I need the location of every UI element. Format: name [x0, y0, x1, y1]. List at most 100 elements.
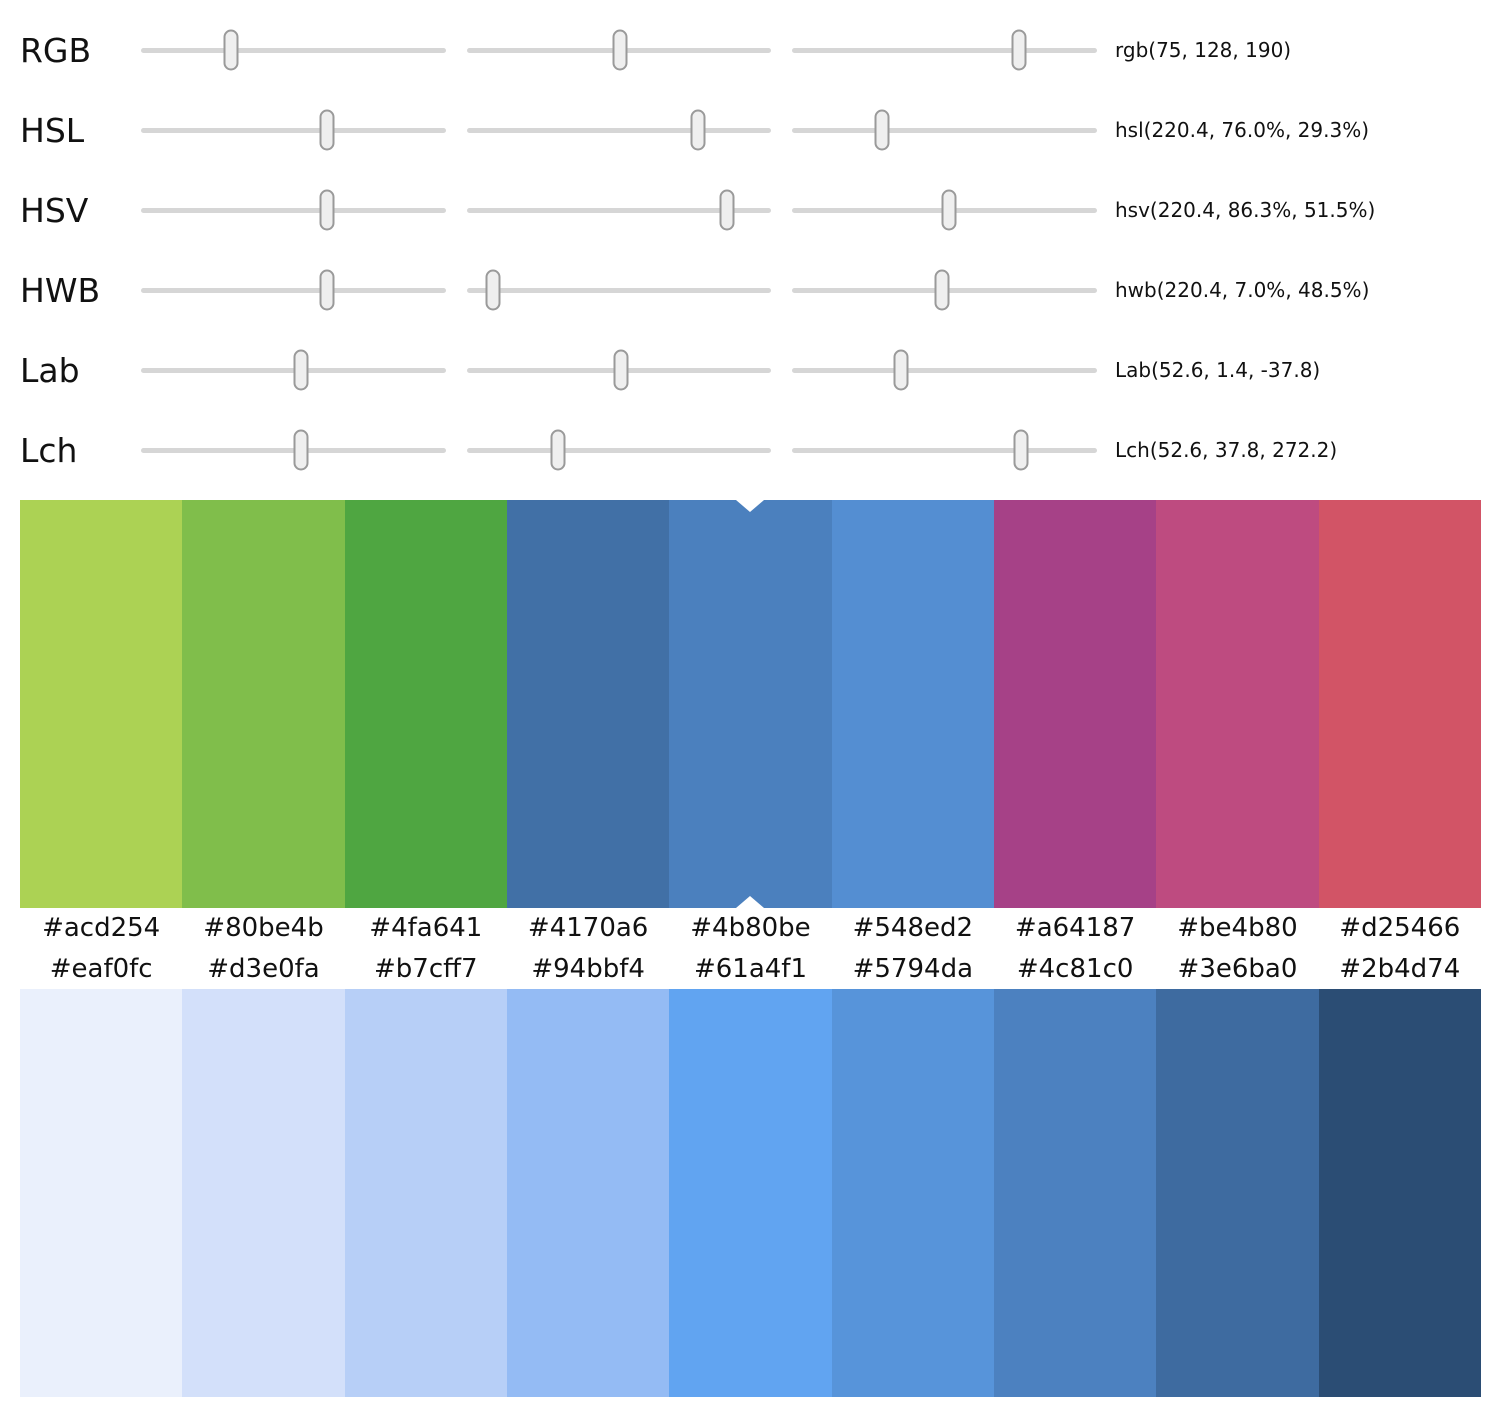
selected-swatch-top-notch-icon	[736, 500, 765, 512]
lch-value-readout: Lch(52.6, 37.8, 272.2)	[1115, 438, 1338, 462]
slider-track-group	[141, 269, 1098, 311]
hsv-value-slider-track[interactable]	[792, 189, 1098, 231]
palette-swatch[interactable]	[20, 500, 183, 908]
hex-label: #80be4b	[203, 913, 324, 943]
tint-swatch[interactable]	[1318, 989, 1481, 1397]
hsv-value-slider-thumb[interactable]	[941, 189, 957, 231]
tint-palette-hex-labels: #eaf0fc #d3e0fa #b7cff7 #94bbf4 #61a4f1 …	[20, 948, 1481, 989]
hex-label: #b7cff7	[374, 953, 478, 984]
palette-swatch[interactable]	[1318, 500, 1481, 908]
palette-swatch[interactable]	[1156, 500, 1319, 908]
rgb-green-slider-thumb[interactable]	[612, 29, 628, 71]
hex-label: #4c81c0	[1016, 953, 1134, 984]
rgb-green-slider-track[interactable]	[466, 29, 772, 71]
hsv-saturation-slider-thumb[interactable]	[719, 189, 735, 231]
tint-swatch[interactable]	[344, 989, 507, 1397]
lab-l-slider-thumb[interactable]	[293, 349, 309, 391]
palette-swatch[interactable]	[993, 500, 1157, 908]
slider-track-group	[141, 349, 1098, 391]
hsl-hue-slider-thumb[interactable]	[319, 109, 335, 151]
hex-label: #acd254	[42, 913, 161, 943]
lch-l-slider-thumb[interactable]	[293, 429, 309, 471]
hwb-whiteness-slider-track[interactable]	[466, 269, 772, 311]
rgb-blue-slider-track[interactable]	[792, 29, 1098, 71]
slider-row-label: HWB	[20, 270, 101, 310]
slider-row-hsv: HSV hsv(220.4, 86.3%, 51.5%)	[20, 170, 1501, 250]
slider-panel: RGB rgb(75, 128, 190) HSL hsl(220.4, 76.…	[0, 0, 1501, 490]
palette-swatch-selected[interactable]	[669, 500, 832, 908]
hex-label: #eaf0fc	[49, 953, 153, 984]
hex-label: #4b80be	[690, 913, 811, 943]
hex-label: #2b4d74	[1339, 953, 1461, 984]
lch-c-slider-thumb[interactable]	[550, 429, 566, 471]
hex-label: #3e6ba0	[1177, 953, 1298, 984]
hwb-blackness-slider-thumb[interactable]	[934, 269, 950, 311]
palette-swatch[interactable]	[506, 500, 670, 908]
hwb-hue-slider-thumb[interactable]	[319, 269, 335, 311]
slider-row-hsl: HSL hsl(220.4, 76.0%, 29.3%)	[20, 90, 1501, 170]
slider-track-group	[141, 429, 1098, 471]
lab-l-slider-track[interactable]	[141, 349, 446, 391]
lch-l-slider-track[interactable]	[141, 429, 446, 471]
palette-swatch[interactable]	[831, 500, 994, 908]
hwb-value-readout: hwb(220.4, 7.0%, 48.5%)	[1115, 278, 1370, 302]
main-palette-hex-labels: #acd254 #80be4b #4fa641 #4170a6 #4b80be …	[20, 908, 1481, 948]
tint-palette	[20, 989, 1481, 1397]
rgb-red-slider-track[interactable]	[141, 29, 446, 71]
slider-row-label: Lab	[20, 350, 80, 390]
hex-label: #548ed2	[852, 913, 974, 943]
hsv-saturation-slider-track[interactable]	[466, 189, 772, 231]
hsl-saturation-slider-track[interactable]	[466, 109, 772, 151]
rgb-value-readout: rgb(75, 128, 190)	[1115, 38, 1292, 62]
tint-swatch[interactable]	[831, 989, 994, 1397]
hex-label: #4fa641	[369, 913, 483, 943]
hsl-hue-slider-track[interactable]	[141, 109, 446, 151]
slider-row-label: RGB	[20, 30, 92, 70]
hsl-lightness-slider-track[interactable]	[792, 109, 1098, 151]
hsl-saturation-slider-thumb[interactable]	[690, 109, 706, 151]
hex-label: #5794da	[852, 953, 973, 984]
hsv-value-readout: hsv(220.4, 86.3%, 51.5%)	[1115, 198, 1376, 222]
hex-label: #61a4f1	[693, 953, 807, 984]
tint-swatch[interactable]	[182, 989, 345, 1397]
tint-swatch[interactable]	[20, 989, 183, 1397]
tint-swatch[interactable]	[993, 989, 1157, 1397]
slider-row-lab: Lab Lab(52.6, 1.4, -37.8)	[20, 330, 1501, 410]
hex-label: #be4b80	[1177, 913, 1298, 943]
lab-b-slider-track[interactable]	[792, 349, 1098, 391]
lch-h-slider-thumb[interactable]	[1013, 429, 1029, 471]
hex-label: #94bbf4	[531, 953, 645, 984]
hsl-lightness-slider-thumb[interactable]	[874, 109, 890, 151]
slider-track-group	[141, 109, 1098, 151]
hwb-hue-slider-track[interactable]	[141, 269, 446, 311]
lab-a-slider-track[interactable]	[466, 349, 772, 391]
lab-value-readout: Lab(52.6, 1.4, -37.8)	[1115, 358, 1321, 382]
selected-swatch-bottom-notch-icon	[736, 896, 765, 908]
hex-label: #4170a6	[527, 913, 649, 943]
slider-track-group	[141, 29, 1098, 71]
lch-h-slider-track[interactable]	[792, 429, 1098, 471]
hex-label: #d3e0fa	[207, 953, 320, 984]
tint-swatch[interactable]	[1156, 989, 1319, 1397]
rgb-blue-slider-thumb[interactable]	[1011, 29, 1027, 71]
hsl-value-readout: hsl(220.4, 76.0%, 29.3%)	[1115, 118, 1370, 142]
slider-track-group	[141, 189, 1098, 231]
hwb-whiteness-slider-thumb[interactable]	[485, 269, 501, 311]
hsv-hue-slider-thumb[interactable]	[319, 189, 335, 231]
main-palette	[20, 500, 1481, 908]
palette-swatch[interactable]	[182, 500, 345, 908]
hsv-hue-slider-track[interactable]	[141, 189, 446, 231]
slider-row-label: HSV	[20, 190, 89, 230]
palette-swatch[interactable]	[344, 500, 507, 908]
tint-swatch[interactable]	[506, 989, 670, 1397]
rgb-red-slider-thumb[interactable]	[223, 29, 239, 71]
hex-label: #d25466	[1339, 913, 1461, 943]
hwb-blackness-slider-track[interactable]	[792, 269, 1098, 311]
slider-row-rgb: RGB rgb(75, 128, 190)	[20, 10, 1501, 90]
slider-row-label: Lch	[20, 430, 78, 470]
lab-b-slider-thumb[interactable]	[893, 349, 908, 391]
lab-a-slider-thumb[interactable]	[613, 349, 629, 391]
slider-row-label: HSL	[20, 110, 85, 150]
tint-swatch[interactable]	[669, 989, 832, 1397]
lch-c-slider-track[interactable]	[466, 429, 772, 471]
